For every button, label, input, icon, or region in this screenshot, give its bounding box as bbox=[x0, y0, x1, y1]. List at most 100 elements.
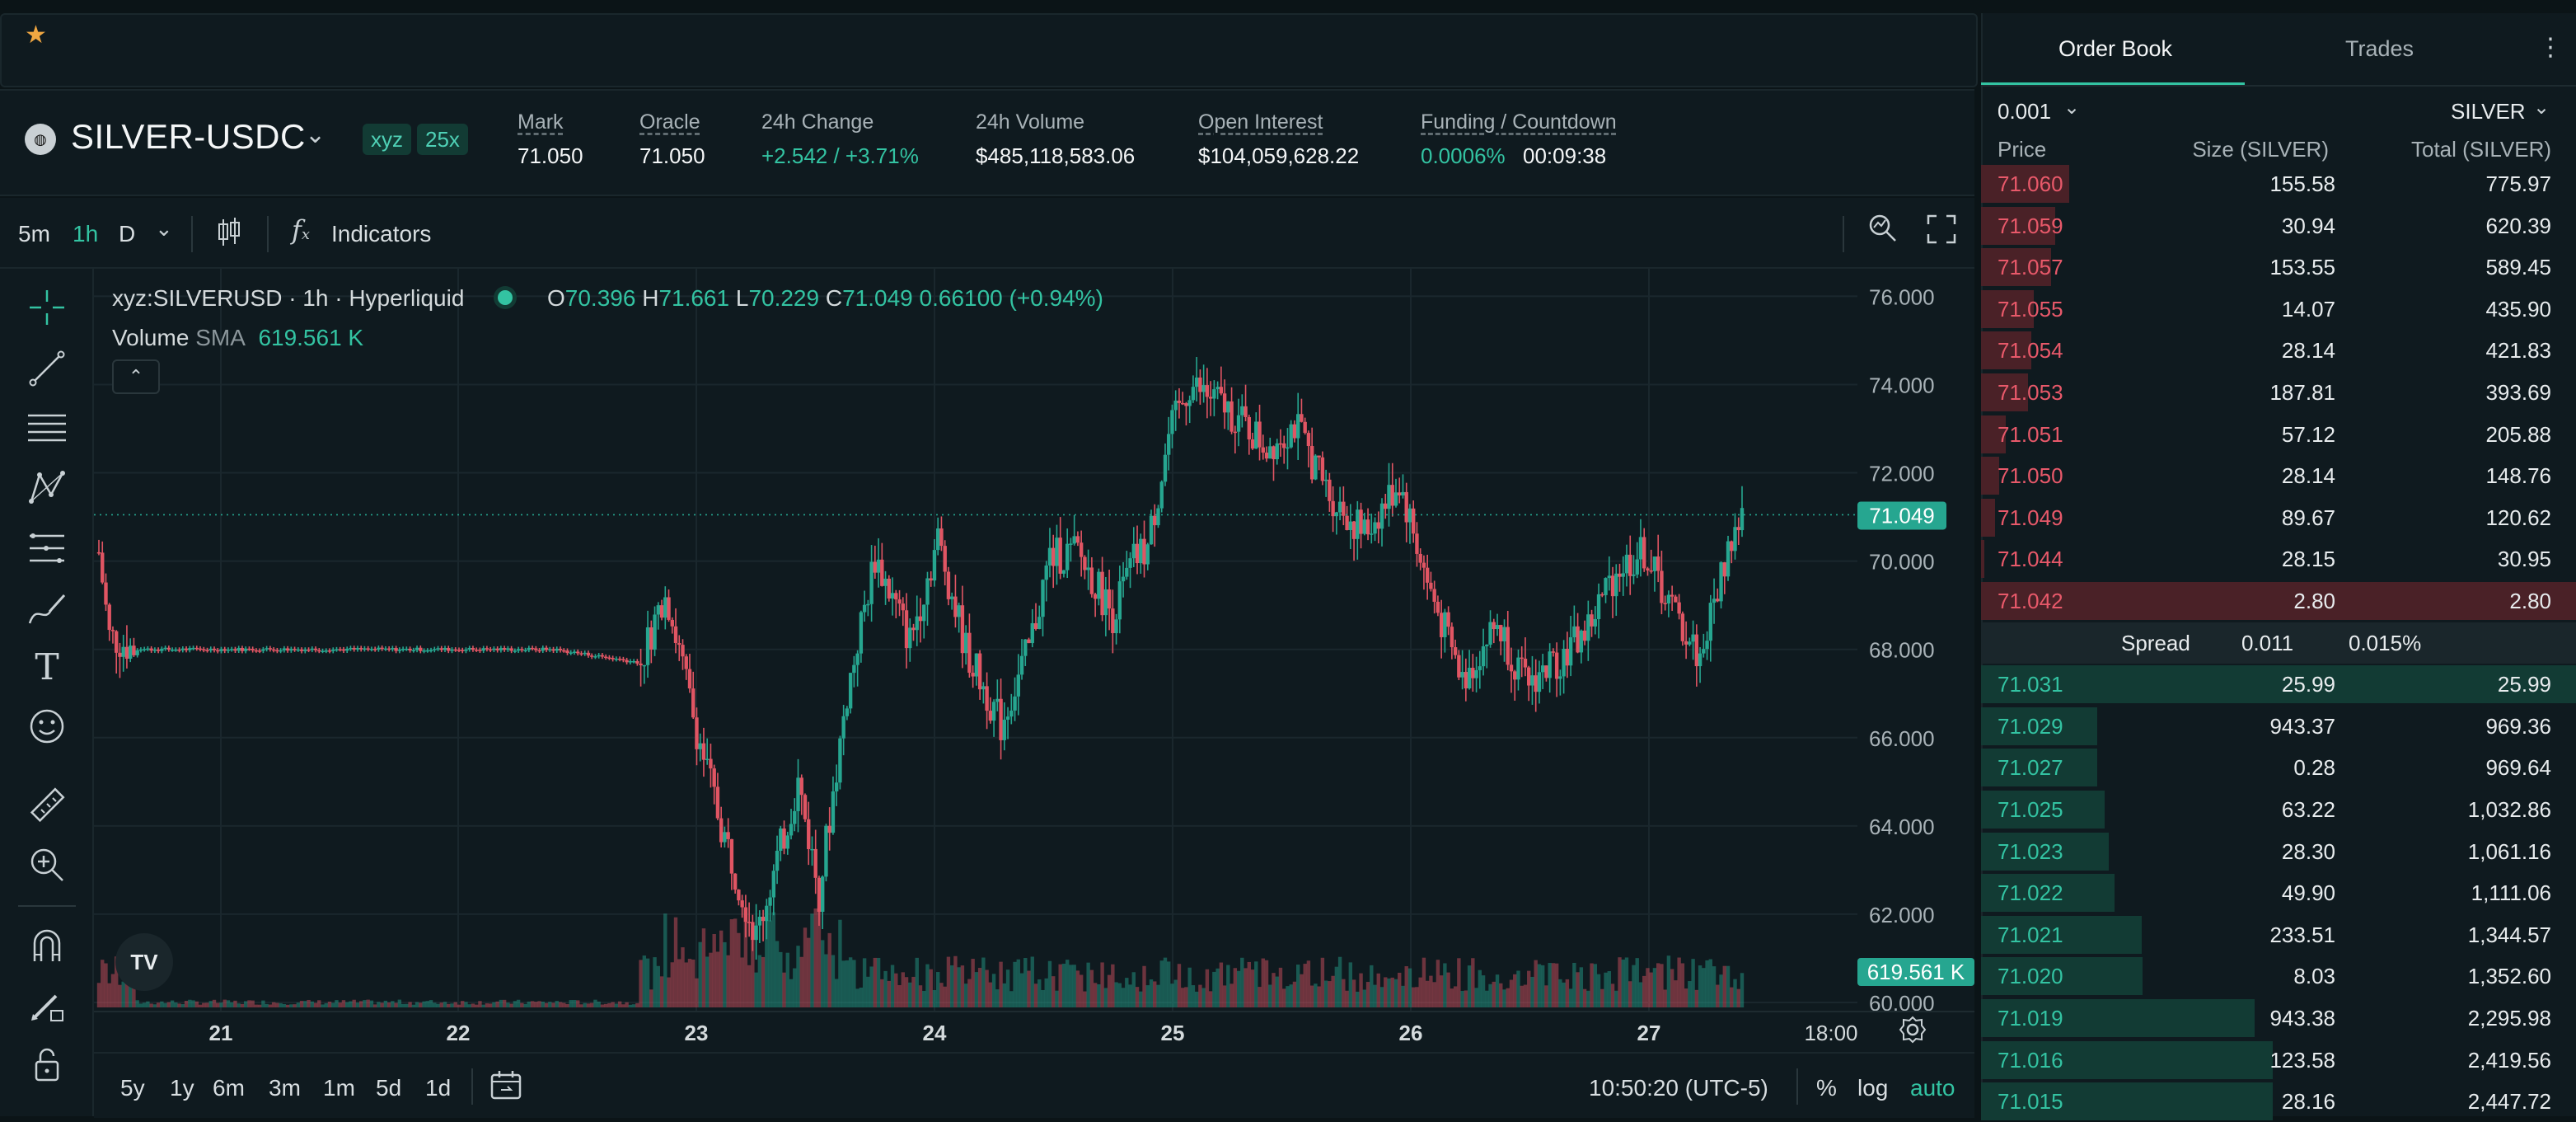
bid-row[interactable]: 71.022 49.90 1,111.06 bbox=[1981, 872, 2576, 913]
zoom-search-icon[interactable] bbox=[1866, 211, 1899, 251]
ask-row[interactable]: 71.055 14.07 435.90 bbox=[1981, 289, 2576, 330]
bid-row[interactable]: 71.015 28.16 2,447.72 bbox=[1981, 1081, 2576, 1122]
candle-body bbox=[285, 648, 290, 651]
fullscreen-icon[interactable] bbox=[1927, 214, 1956, 251]
bid-row[interactable]: 71.023 28.30 1,061.16 bbox=[1981, 831, 2576, 872]
volume-bar bbox=[1586, 990, 1590, 1007]
candle-body bbox=[1705, 641, 1709, 650]
chevron-down-icon[interactable]: ⌄ bbox=[2533, 96, 2550, 119]
depth-bar bbox=[1981, 874, 2115, 913]
candle-body bbox=[1069, 543, 1073, 545]
candles-icon[interactable] bbox=[216, 216, 242, 256]
ask-row[interactable]: 71.050 28.14 148.76 bbox=[1981, 455, 2576, 496]
range-1m[interactable]: 1m bbox=[323, 1075, 355, 1101]
ask-row[interactable]: 71.049 89.67 120.62 bbox=[1981, 497, 2576, 538]
horizontal-lines-icon[interactable] bbox=[25, 406, 69, 450]
ask-row[interactable]: 71.054 28.14 421.83 bbox=[1981, 330, 2576, 371]
candle-body bbox=[957, 605, 961, 617]
text-tool-icon[interactable]: T bbox=[35, 646, 59, 688]
trend-line-icon[interactable] bbox=[25, 346, 69, 391]
volume-bar bbox=[642, 955, 647, 1007]
pattern-icon[interactable] bbox=[25, 465, 69, 509]
ask-row[interactable]: 71.042 2.80 2.80 bbox=[1981, 580, 2576, 622]
candle-body bbox=[929, 578, 933, 581]
bid-row[interactable]: 71.021 233.51 1,344.57 bbox=[1981, 914, 2576, 955]
candle-body bbox=[1443, 612, 1447, 637]
timeframe-5m[interactable]: 5m bbox=[18, 221, 50, 246]
ask-row[interactable]: 71.060 155.58 775.97 bbox=[1981, 163, 2576, 204]
bid-row[interactable]: 71.016 123.58 2,419.56 bbox=[1981, 1040, 2576, 1081]
pencil-lock-icon[interactable] bbox=[25, 983, 69, 1027]
time-axis[interactable]: 21 22 23 24 25 26 27 18:00 bbox=[94, 1011, 1974, 1052]
candle-body bbox=[1393, 492, 1398, 506]
volume-bar bbox=[953, 955, 958, 1007]
volume-bar bbox=[1740, 973, 1745, 1007]
function-icon[interactable]: fx bbox=[292, 214, 310, 246]
auto-scale-toggle[interactable]: auto bbox=[1910, 1075, 1955, 1101]
ruler-icon[interactable] bbox=[25, 783, 69, 828]
log-scale-toggle[interactable]: log bbox=[1857, 1075, 1889, 1101]
volume-bar bbox=[639, 960, 643, 1007]
crosshair-icon[interactable] bbox=[25, 285, 69, 330]
tick-size-select[interactable]: 0.001 bbox=[1998, 99, 2052, 124]
volume-bar bbox=[1177, 964, 1182, 1007]
volume-bar bbox=[995, 989, 1000, 1007]
bid-row[interactable]: 71.029 943.37 969.36 bbox=[1981, 706, 2576, 747]
candle-body bbox=[118, 652, 122, 657]
calendar-goto-icon[interactable] bbox=[489, 1068, 522, 1108]
candle-body bbox=[894, 593, 898, 600]
range-5d[interactable]: 5d bbox=[376, 1075, 402, 1101]
volume-bar bbox=[1306, 960, 1311, 1007]
volume-bar bbox=[1464, 990, 1468, 1007]
range-3m[interactable]: 3m bbox=[269, 1075, 301, 1101]
lock-icon[interactable] bbox=[25, 1042, 69, 1087]
tab-trades[interactable]: Trades bbox=[2345, 36, 2414, 61]
fib-retracement-icon[interactable] bbox=[25, 526, 69, 570]
timeframe-d[interactable]: D bbox=[119, 221, 136, 246]
bid-row[interactable]: 71.031 25.99 25.99 bbox=[1981, 664, 2576, 705]
ask-row[interactable]: 71.059 30.94 620.39 bbox=[1981, 205, 2576, 246]
candle-body bbox=[254, 650, 259, 652]
bid-row[interactable]: 71.025 63.22 1,032.86 bbox=[1981, 789, 2576, 830]
chevron-down-icon[interactable]: ⌄ bbox=[305, 121, 326, 148]
brush-icon[interactable] bbox=[25, 585, 69, 630]
tab-order-book[interactable]: Order Book bbox=[2058, 36, 2173, 61]
magnet-icon[interactable] bbox=[25, 923, 69, 968]
candle-body bbox=[188, 648, 192, 650]
chevron-down-icon[interactable]: ⌄ bbox=[2063, 96, 2081, 119]
emoji-icon[interactable] bbox=[25, 704, 69, 749]
volume-bar bbox=[461, 1001, 465, 1007]
zoom-in-icon[interactable] bbox=[25, 843, 69, 887]
price-axis[interactable]: 76.000 74.000 72.000 70.000 68.000 66.000 64.0… bbox=[1857, 269, 1974, 1016]
chart-clock[interactable]: 10:50:20 (UTC-5) bbox=[1589, 1075, 1768, 1101]
range-1d[interactable]: 1d bbox=[425, 1075, 452, 1101]
chevron-down-icon[interactable]: ⌄ bbox=[155, 216, 173, 241]
market-symbol[interactable]: SILVER-USDC bbox=[71, 117, 306, 156]
percent-scale-toggle[interactable]: % bbox=[1816, 1075, 1837, 1101]
range-6m[interactable]: 6m bbox=[213, 1075, 245, 1101]
star-icon[interactable]: ★ bbox=[25, 21, 47, 49]
ask-row[interactable]: 71.051 57.12 205.88 bbox=[1981, 414, 2576, 455]
volume-bar bbox=[268, 1004, 273, 1007]
volume-bar bbox=[265, 1003, 269, 1007]
tradingview-logo-icon[interactable]: TV bbox=[115, 933, 173, 991]
range-5y[interactable]: 5y bbox=[120, 1075, 145, 1101]
candle-body bbox=[1153, 515, 1157, 526]
candle-body bbox=[251, 649, 255, 650]
range-1y[interactable]: 1y bbox=[170, 1075, 194, 1101]
indicators-button[interactable]: Indicators bbox=[331, 221, 432, 246]
ask-row[interactable]: 71.053 187.81 393.69 bbox=[1981, 372, 2576, 413]
collapse-legend-button[interactable]: ⌃ bbox=[112, 359, 160, 394]
timeframe-1h[interactable]: 1h bbox=[73, 221, 99, 246]
ask-row[interactable]: 71.057 153.55 589.45 bbox=[1981, 246, 2576, 288]
price-chart[interactable] bbox=[94, 269, 1857, 1011]
ask-row[interactable]: 71.044 28.15 30.95 bbox=[1981, 538, 2576, 580]
more-options-icon[interactable]: ⋮ bbox=[2538, 34, 2563, 61]
bid-row[interactable]: 71.027 0.28 969.64 bbox=[1981, 747, 2576, 788]
candlestick-chart[interactable] bbox=[94, 269, 1857, 1011]
volume-bar bbox=[1240, 957, 1244, 1007]
settings-gear-icon[interactable] bbox=[1899, 1016, 1927, 1050]
unit-select[interactable]: SILVER bbox=[2451, 99, 2526, 124]
bid-row[interactable]: 71.020 8.03 1,352.60 bbox=[1981, 955, 2576, 997]
bid-row[interactable]: 71.019 943.38 2,295.98 bbox=[1981, 998, 2576, 1039]
